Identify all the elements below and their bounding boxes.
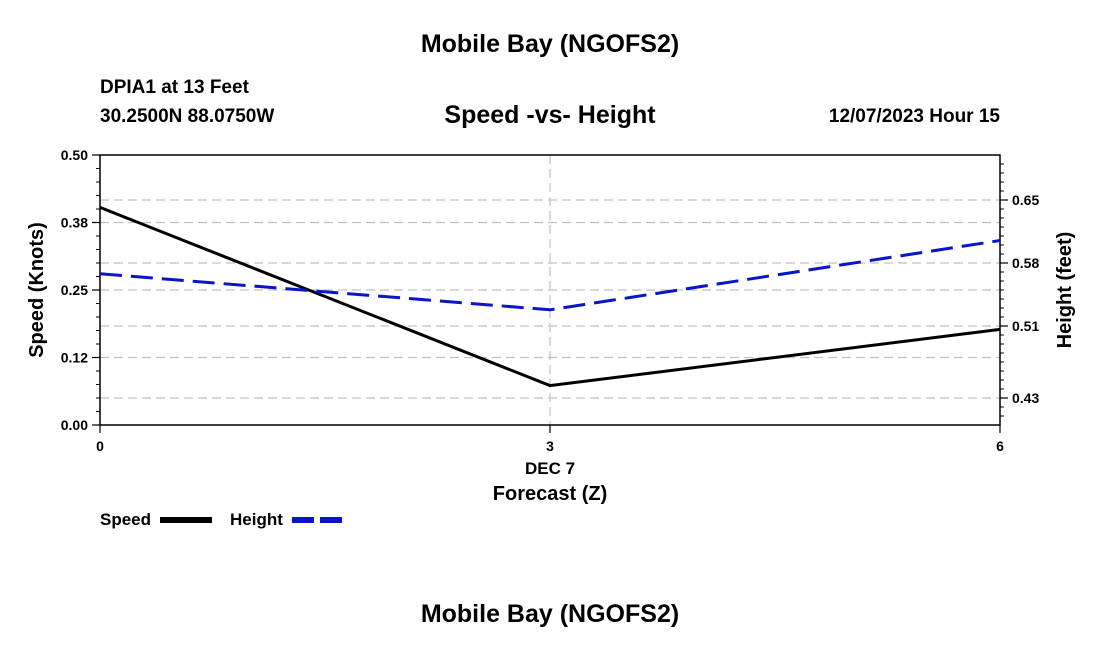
x-date-label: DEC 7 xyxy=(525,459,575,478)
legend-label-speed: Speed xyxy=(100,510,151,529)
footer-title: Mobile Bay (NGOFS2) xyxy=(420,600,680,628)
x-tick-label: 3 xyxy=(546,438,554,454)
right-tick-label: 0.65 xyxy=(1012,192,1039,208)
x-tick-label: 0 xyxy=(96,438,104,454)
left-tick-label: 0.50 xyxy=(61,147,88,163)
left-tick-label: 0.25 xyxy=(61,282,88,298)
series-line-height xyxy=(99,239,1001,312)
left-tick-label: 0.00 xyxy=(61,417,88,433)
coordinates-label: 30.2500N 88.0750W xyxy=(100,106,275,127)
datetime-label: 12/07/2023 Hour 15 xyxy=(828,106,1000,127)
series-lines xyxy=(99,205,1001,388)
series-line-speed xyxy=(99,205,1001,388)
left-tick-label: 0.38 xyxy=(61,215,88,231)
x-axis-label: Forecast (Z) xyxy=(493,483,607,505)
right-tick-label: 0.58 xyxy=(1012,255,1039,271)
right-axis-label: Height (feet) xyxy=(1054,232,1076,349)
plot-title: Speed -vs- Height xyxy=(444,101,656,129)
legend-label-height: Height xyxy=(230,510,283,529)
left-axis-label: Speed (Knots) xyxy=(26,222,48,358)
page-title: Mobile Bay (NGOFS2) xyxy=(420,30,680,58)
legend: Speed Height xyxy=(100,510,344,529)
x-tick-label: 6 xyxy=(996,438,1004,454)
left-tick-label: 0.12 xyxy=(61,350,88,366)
axis-ticks: 0.00 0.12 0.25 0.38 0.50 0.43 0.51 0.58 0.65 0 3 6 xyxy=(61,147,1040,454)
right-tick-label: 0.51 xyxy=(1012,318,1039,334)
station-label: DPIA1 at 13 Feet xyxy=(100,77,249,98)
right-tick-label: 0.43 xyxy=(1012,390,1039,406)
